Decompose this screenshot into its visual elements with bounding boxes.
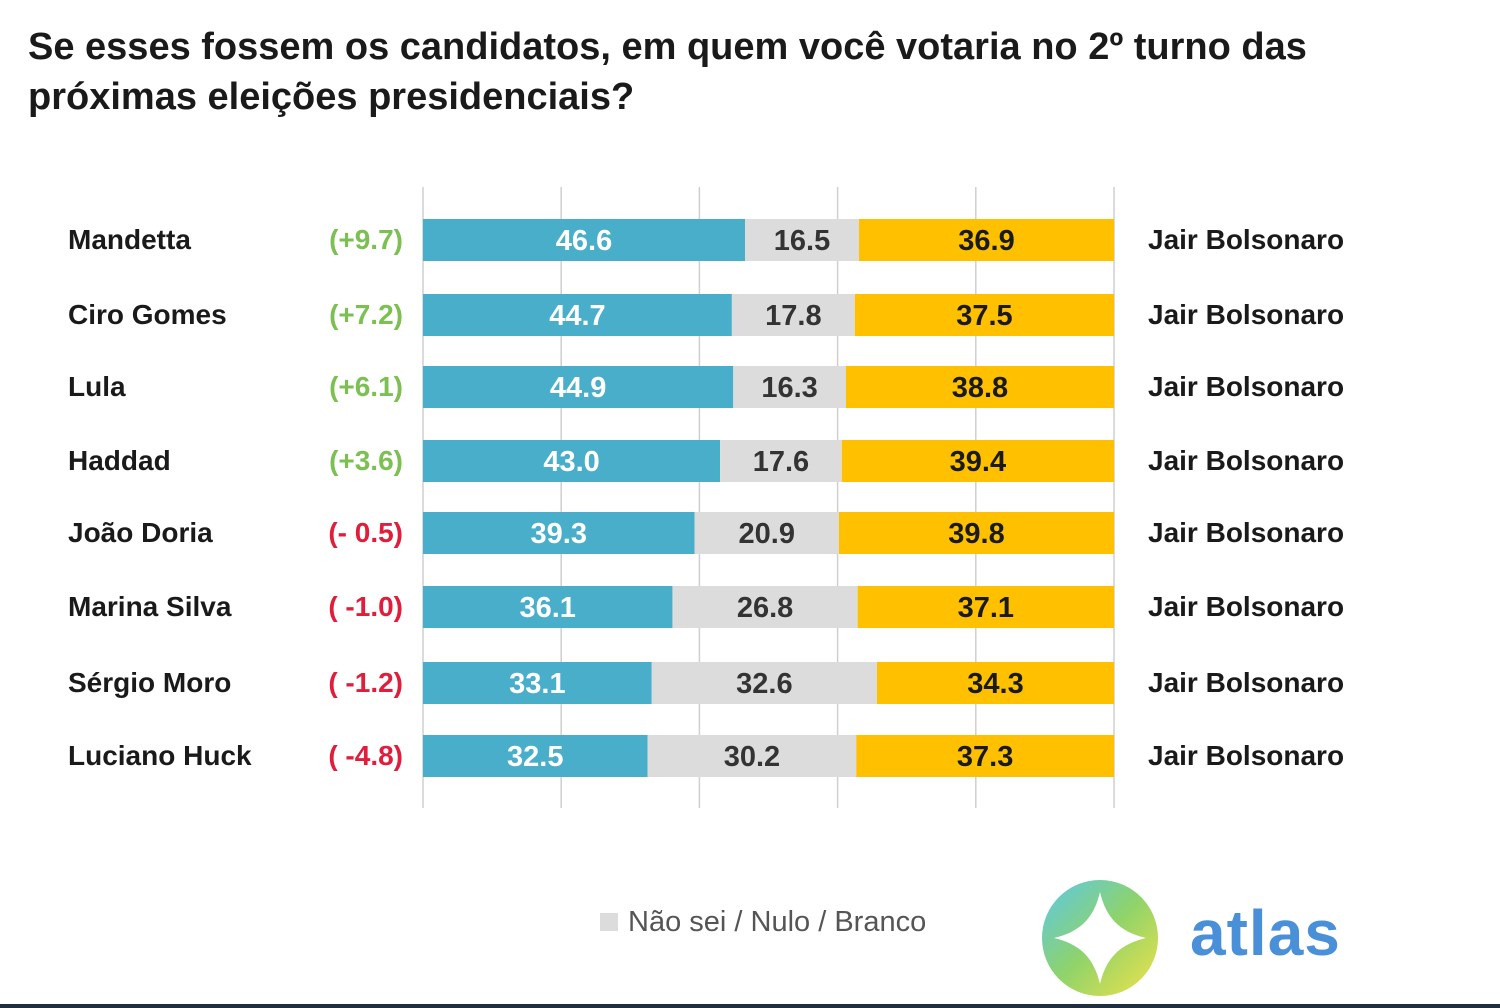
data-label-undecided: 17.8 — [765, 300, 821, 332]
bars — [423, 219, 1114, 777]
candidate-label: João Doria — [68, 517, 213, 548]
bar-segment-undecided — [647, 735, 857, 777]
opponent-label: Jair Bolsonaro — [1148, 667, 1344, 698]
difference-label: (+3.6) — [329, 445, 403, 476]
labels: 46.6 16.5 36.9 Mandetta (+9.7) Jair Bolsonaro… — [68, 224, 1344, 773]
opponent-label: Jair Bolsonaro — [1148, 445, 1344, 476]
bar-segment-bolsonaro — [856, 735, 1114, 777]
data-label-candidate: 46.6 — [556, 225, 612, 257]
difference-label: (+9.7) — [329, 224, 403, 255]
gridlines — [422, 187, 1115, 808]
bar-segment-candidate — [423, 219, 746, 261]
legend-swatch-undecided — [600, 913, 618, 931]
data-label-candidate: 44.9 — [550, 372, 606, 404]
difference-label: (+7.2) — [329, 299, 403, 330]
data-label-undecided: 32.6 — [736, 668, 792, 700]
bar-segment-undecided — [731, 294, 855, 336]
bar-segment-bolsonaro — [845, 366, 1114, 408]
data-label-bolsonaro: 39.4 — [950, 446, 1006, 478]
difference-label: (- 0.5) — [328, 517, 403, 548]
opponent-label: Jair Bolsonaro — [1148, 371, 1344, 402]
data-label-bolsonaro: 37.1 — [958, 592, 1014, 624]
bar-segment-candidate — [423, 662, 652, 704]
data-label-candidate: 39.3 — [531, 518, 587, 550]
candidate-label: Sérgio Moro — [68, 667, 231, 698]
data-label-undecided: 17.6 — [753, 446, 809, 478]
bar-segment-undecided — [651, 662, 877, 704]
bar-segment-bolsonaro — [876, 662, 1114, 704]
bottom-border — [0, 1004, 1500, 1008]
data-label-bolsonaro: 36.9 — [958, 225, 1014, 257]
bar-segment-bolsonaro — [859, 219, 1114, 261]
opponent-label: Jair Bolsonaro — [1148, 299, 1344, 330]
legend: Não sei / Nulo / Branco — [600, 902, 926, 942]
data-label-bolsonaro: 39.8 — [948, 518, 1004, 550]
candidate-label: Luciano Huck — [68, 740, 252, 771]
bar-segment-undecided — [733, 366, 846, 408]
data-label-undecided: 26.8 — [737, 592, 793, 624]
data-label-bolsonaro: 34.3 — [967, 668, 1023, 700]
bar-segment-undecided — [672, 586, 858, 628]
bar-segment-undecided — [720, 440, 842, 482]
difference-label: ( -1.2) — [328, 667, 403, 698]
bar-segment-candidate — [423, 366, 734, 408]
opponent-label: Jair Bolsonaro — [1148, 740, 1344, 771]
legend-label-undecided: Não sei / Nulo / Branco — [628, 905, 927, 938]
data-label-undecided: 16.3 — [761, 372, 817, 404]
opponent-label: Jair Bolsonaro — [1148, 224, 1344, 255]
bar-segment-bolsonaro — [841, 440, 1114, 482]
bar-segment-candidate — [423, 440, 721, 482]
bar-segment-candidate — [423, 586, 673, 628]
bar-segment-bolsonaro — [854, 294, 1114, 336]
data-label-undecided: 16.5 — [774, 225, 830, 257]
difference-label: (+6.1) — [329, 371, 403, 402]
data-label-candidate: 32.5 — [507, 741, 563, 773]
data-label-candidate: 43.0 — [543, 446, 599, 478]
atlas-logo: atlas — [1040, 878, 1360, 998]
data-label-candidate: 36.1 — [519, 592, 575, 624]
candidate-label: Mandetta — [68, 224, 191, 255]
bar-segment-undecided — [745, 219, 860, 261]
bar-segment-candidate — [423, 735, 648, 777]
data-label-candidate: 33.1 — [509, 668, 565, 700]
bar-segment-candidate — [423, 512, 695, 554]
data-label-bolsonaro: 37.3 — [957, 741, 1013, 773]
bar-segment-bolsonaro — [857, 586, 1114, 628]
bar-segment-bolsonaro — [838, 512, 1114, 554]
opponent-label: Jair Bolsonaro — [1148, 591, 1344, 622]
bar-segment-candidate — [423, 294, 732, 336]
difference-label: ( -1.0) — [328, 591, 403, 622]
data-label-candidate: 44.7 — [549, 300, 605, 332]
candidate-label: Marina Silva — [68, 591, 232, 622]
bar-segment-undecided — [694, 512, 839, 554]
data-label-bolsonaro: 38.8 — [952, 372, 1008, 404]
data-label-undecided: 30.2 — [724, 741, 780, 773]
atlas-logo-text: atlas — [1190, 897, 1341, 969]
data-label-undecided: 20.9 — [739, 518, 795, 550]
difference-label: ( -4.8) — [328, 740, 403, 771]
candidate-label: Ciro Gomes — [68, 299, 227, 330]
atlas-logo-icon — [1042, 880, 1158, 996]
chart-title: Se esses fossem os candidatos, em quem v… — [28, 26, 1307, 118]
data-label-bolsonaro: 37.5 — [956, 300, 1012, 332]
candidate-label: Lula — [68, 371, 126, 402]
opponent-label: Jair Bolsonaro — [1148, 517, 1344, 548]
candidate-label: Haddad — [68, 445, 171, 476]
